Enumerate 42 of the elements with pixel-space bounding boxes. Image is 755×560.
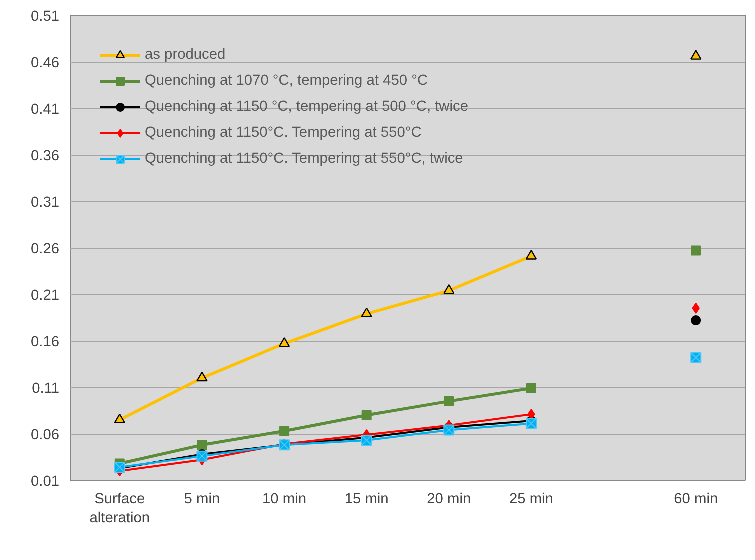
point [526,418,537,430]
y-tick-label: 0.31 [30,195,60,211]
x-tick-label: 60 min [674,492,718,508]
point [526,250,538,260]
y-tick-label: 0.46 [30,56,60,72]
point [361,308,372,318]
y-tick-label: 0.36 [30,148,60,164]
y-tick-label: 0.16 [30,334,60,350]
point [114,414,126,424]
point [690,50,702,60]
point [444,424,455,436]
point [690,352,702,364]
legend-label: Quenching at 1150°C. Tempering at 550°C [145,125,422,141]
point [362,410,372,420]
legend-label: Quenching at 1070 °C, tempering at 450 °C [145,73,428,89]
point [280,426,290,436]
y-tick-label: 0.41 [30,102,60,118]
legend-label: as produced [145,47,226,63]
y-tick-label: 0.11 [32,381,60,397]
x-tick-label: 5 min [184,492,220,508]
point [691,316,702,326]
x-tick-label: 10 min [262,492,307,508]
x-tick-label: 25 min [509,492,554,508]
y-tick-label: 0.21 [30,288,60,304]
y-tick-label: 0.01 [30,474,60,490]
point [691,246,702,256]
y-tick-label: 0.06 [30,428,60,444]
point [361,435,372,446]
x-tick-label: 20 min [427,492,472,508]
legend-label: Quenching at 1150 °C, tempering at 500 °C, twice [145,99,468,115]
x-tick-label: Surface alteration [90,492,150,527]
y-tick-label: 0.26 [30,242,60,258]
point [196,372,208,382]
x-tick-label: 15 min [344,492,389,508]
point [444,284,455,294]
point [444,396,454,406]
y-tick-label: 0.51 [30,9,60,25]
point [526,383,536,394]
point [196,450,208,462]
legend-label: Quenching at 1150°C. Tempering at 550°C, twice [145,151,464,167]
point [197,440,208,450]
point [278,337,290,348]
